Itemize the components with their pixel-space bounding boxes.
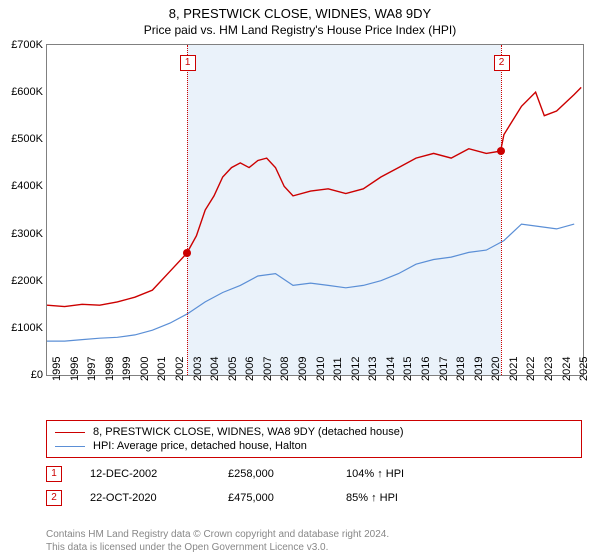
legend-swatch (55, 446, 85, 447)
sale-date: 12-DEC-2002 (90, 468, 200, 480)
sale-pct: 85% ↑ HPI (346, 492, 398, 504)
legend-item: HPI: Average price, detached house, Halt… (55, 439, 573, 453)
y-tick-label: £300K (3, 228, 43, 240)
series-hpi (47, 224, 574, 341)
sale-point (497, 147, 505, 155)
footer-attribution: Contains HM Land Registry data © Crown c… (46, 528, 389, 554)
legend-and-sales: 8, PRESTWICK CLOSE, WIDNES, WA8 9DY (det… (46, 420, 582, 506)
legend-box: 8, PRESTWICK CLOSE, WIDNES, WA8 9DY (det… (46, 420, 582, 458)
sale-price: £258,000 (228, 468, 318, 480)
marker-badge: 1 (180, 55, 196, 71)
page-subtitle: Price paid vs. HM Land Registry's House … (0, 23, 600, 37)
sale-badge: 2 (46, 490, 62, 506)
sale-row: 1 12-DEC-2002 £258,000 104% ↑ HPI (46, 466, 582, 482)
y-tick-label: £100K (3, 322, 43, 334)
sale-date: 22-OCT-2020 (90, 492, 200, 504)
chart-svg (47, 45, 583, 375)
marker-line (187, 45, 188, 375)
sale-row: 2 22-OCT-2020 £475,000 85% ↑ HPI (46, 490, 582, 506)
y-tick-label: £400K (3, 180, 43, 192)
footer-line-2: This data is licensed under the Open Gov… (46, 541, 389, 554)
page-title: 8, PRESTWICK CLOSE, WIDNES, WA8 9DY (0, 6, 600, 21)
chart-area: £0£100K£200K£300K£400K£500K£600K£700K199… (46, 44, 584, 376)
legend-swatch (55, 432, 85, 433)
sale-badge: 1 (46, 466, 62, 482)
sale-price: £475,000 (228, 492, 318, 504)
legend-item: 8, PRESTWICK CLOSE, WIDNES, WA8 9DY (det… (55, 425, 573, 439)
y-tick-label: £600K (3, 86, 43, 98)
marker-line (501, 45, 502, 375)
sale-point (183, 249, 191, 257)
y-tick-label: £0 (3, 369, 43, 381)
y-tick-label: £200K (3, 275, 43, 287)
y-tick-label: £700K (3, 39, 43, 51)
legend-label: 8, PRESTWICK CLOSE, WIDNES, WA8 9DY (det… (93, 426, 404, 438)
marker-badge: 2 (494, 55, 510, 71)
sale-pct: 104% ↑ HPI (346, 468, 404, 480)
footer-line-1: Contains HM Land Registry data © Crown c… (46, 528, 389, 541)
legend-label: HPI: Average price, detached house, Halt… (93, 440, 307, 452)
y-tick-label: £500K (3, 133, 43, 145)
